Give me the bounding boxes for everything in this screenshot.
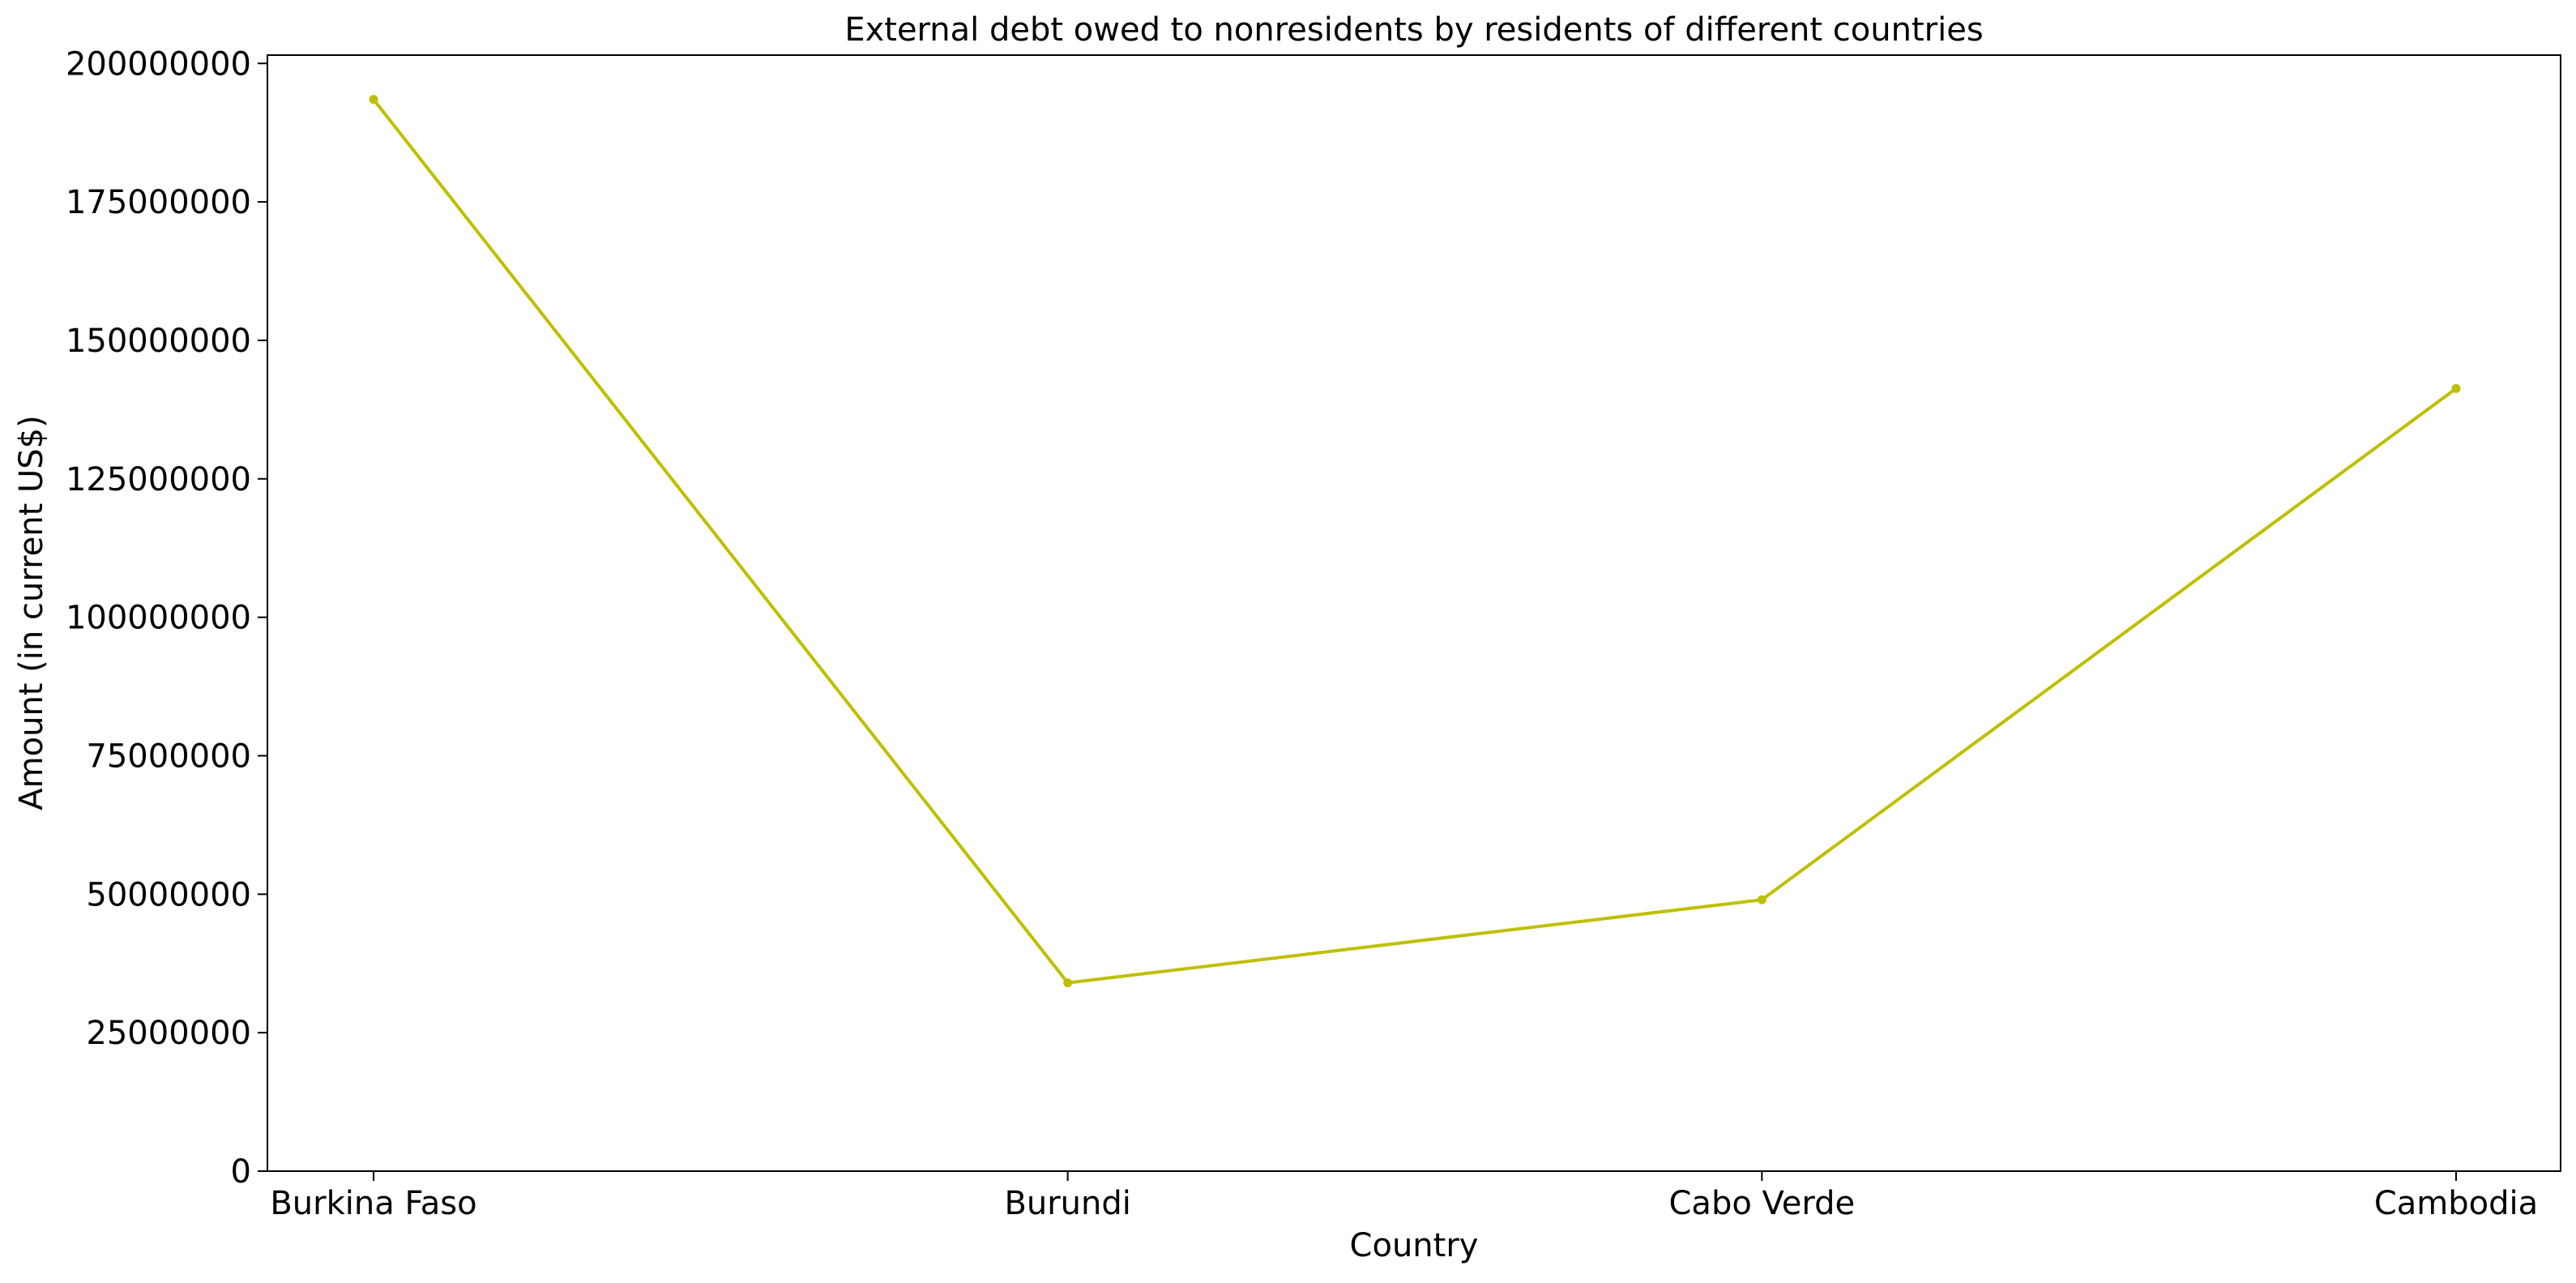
data-point xyxy=(1757,895,1766,905)
data-point xyxy=(2451,383,2461,393)
x-axis-title: Country xyxy=(1350,1227,1479,1264)
y-tick-label: 0 xyxy=(231,1153,251,1191)
y-axis: 0 25000000 50000000 75000000 100000000 125000… xyxy=(66,45,267,1191)
series-layer xyxy=(369,95,2461,988)
y-tick-label: 50000000 xyxy=(86,876,251,913)
y-tick-label: 25000000 xyxy=(86,1015,251,1052)
plot-frame xyxy=(267,54,2561,1172)
y-tick-label: 100000000 xyxy=(66,600,251,637)
data-point xyxy=(369,95,378,105)
x-tick-label: Burkina Faso xyxy=(270,1185,476,1222)
series-line xyxy=(372,98,2458,985)
y-tick-label: 200000000 xyxy=(66,45,251,83)
x-tick-label: Cambodia xyxy=(2374,1185,2538,1222)
y-tick-label: 125000000 xyxy=(66,461,251,498)
x-axis: Burkina Faso Burundi Cabo Verde Cambodia xyxy=(270,1171,2538,1222)
data-point xyxy=(1063,978,1073,988)
y-tick-label: 150000000 xyxy=(66,323,251,360)
y-axis-title: Amount (in current US$) xyxy=(13,415,50,810)
y-tick-label: 175000000 xyxy=(66,184,251,221)
chart-title: External debt owed to nonresidents by re… xyxy=(844,11,1983,49)
x-tick-label: Cabo Verde xyxy=(1669,1185,1856,1222)
x-tick-label: Burundi xyxy=(1004,1185,1130,1222)
y-tick-label: 75000000 xyxy=(86,738,251,775)
